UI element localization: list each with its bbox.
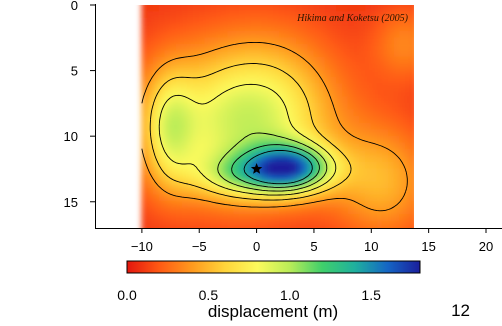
epicenter-star-icon [250,163,263,174]
colorbar-tick-label: 0.5 [199,287,219,303]
x-tick-label: 0 [253,239,260,254]
x-tick-label: 10 [364,239,378,254]
contour-line [149,63,352,201]
source-credit: Hikima and Koketsu (2005) [296,13,408,24]
x-tick-label: 15 [421,239,435,254]
contour-line [231,144,320,188]
x-tick-label: −10 [131,239,153,254]
colorbar-tick-label: 0.0 [117,287,137,303]
y-tick-label: 15 [64,195,78,210]
page-number: 12 [451,301,470,320]
displacement-heatmap [141,5,414,228]
contour-line [158,83,337,196]
colorbar-label: displacement (m) [208,302,338,321]
x-tick-label: 20 [479,239,493,254]
contour-lines [141,41,408,212]
contour-line [217,132,328,192]
x-tick-label: −5 [192,239,207,254]
contour-line [243,149,313,185]
y-axis: 0 5 10 15 [64,0,96,210]
y-tick-label: 0 [71,0,78,13]
colorbar-tick-label: 1.0 [280,287,300,303]
y-tick-label: 10 [64,129,78,144]
y-tick-label: 5 [71,64,78,79]
x-axis: −10 −5 0 5 10 15 20 [131,228,493,254]
colorbar [126,260,421,274]
colorbar-tick-label: 1.5 [361,287,381,303]
contour-line [141,41,408,212]
colorbar-ticks: 0.0 0.5 1.0 1.5 [117,287,381,303]
x-tick-label: 5 [310,239,317,254]
